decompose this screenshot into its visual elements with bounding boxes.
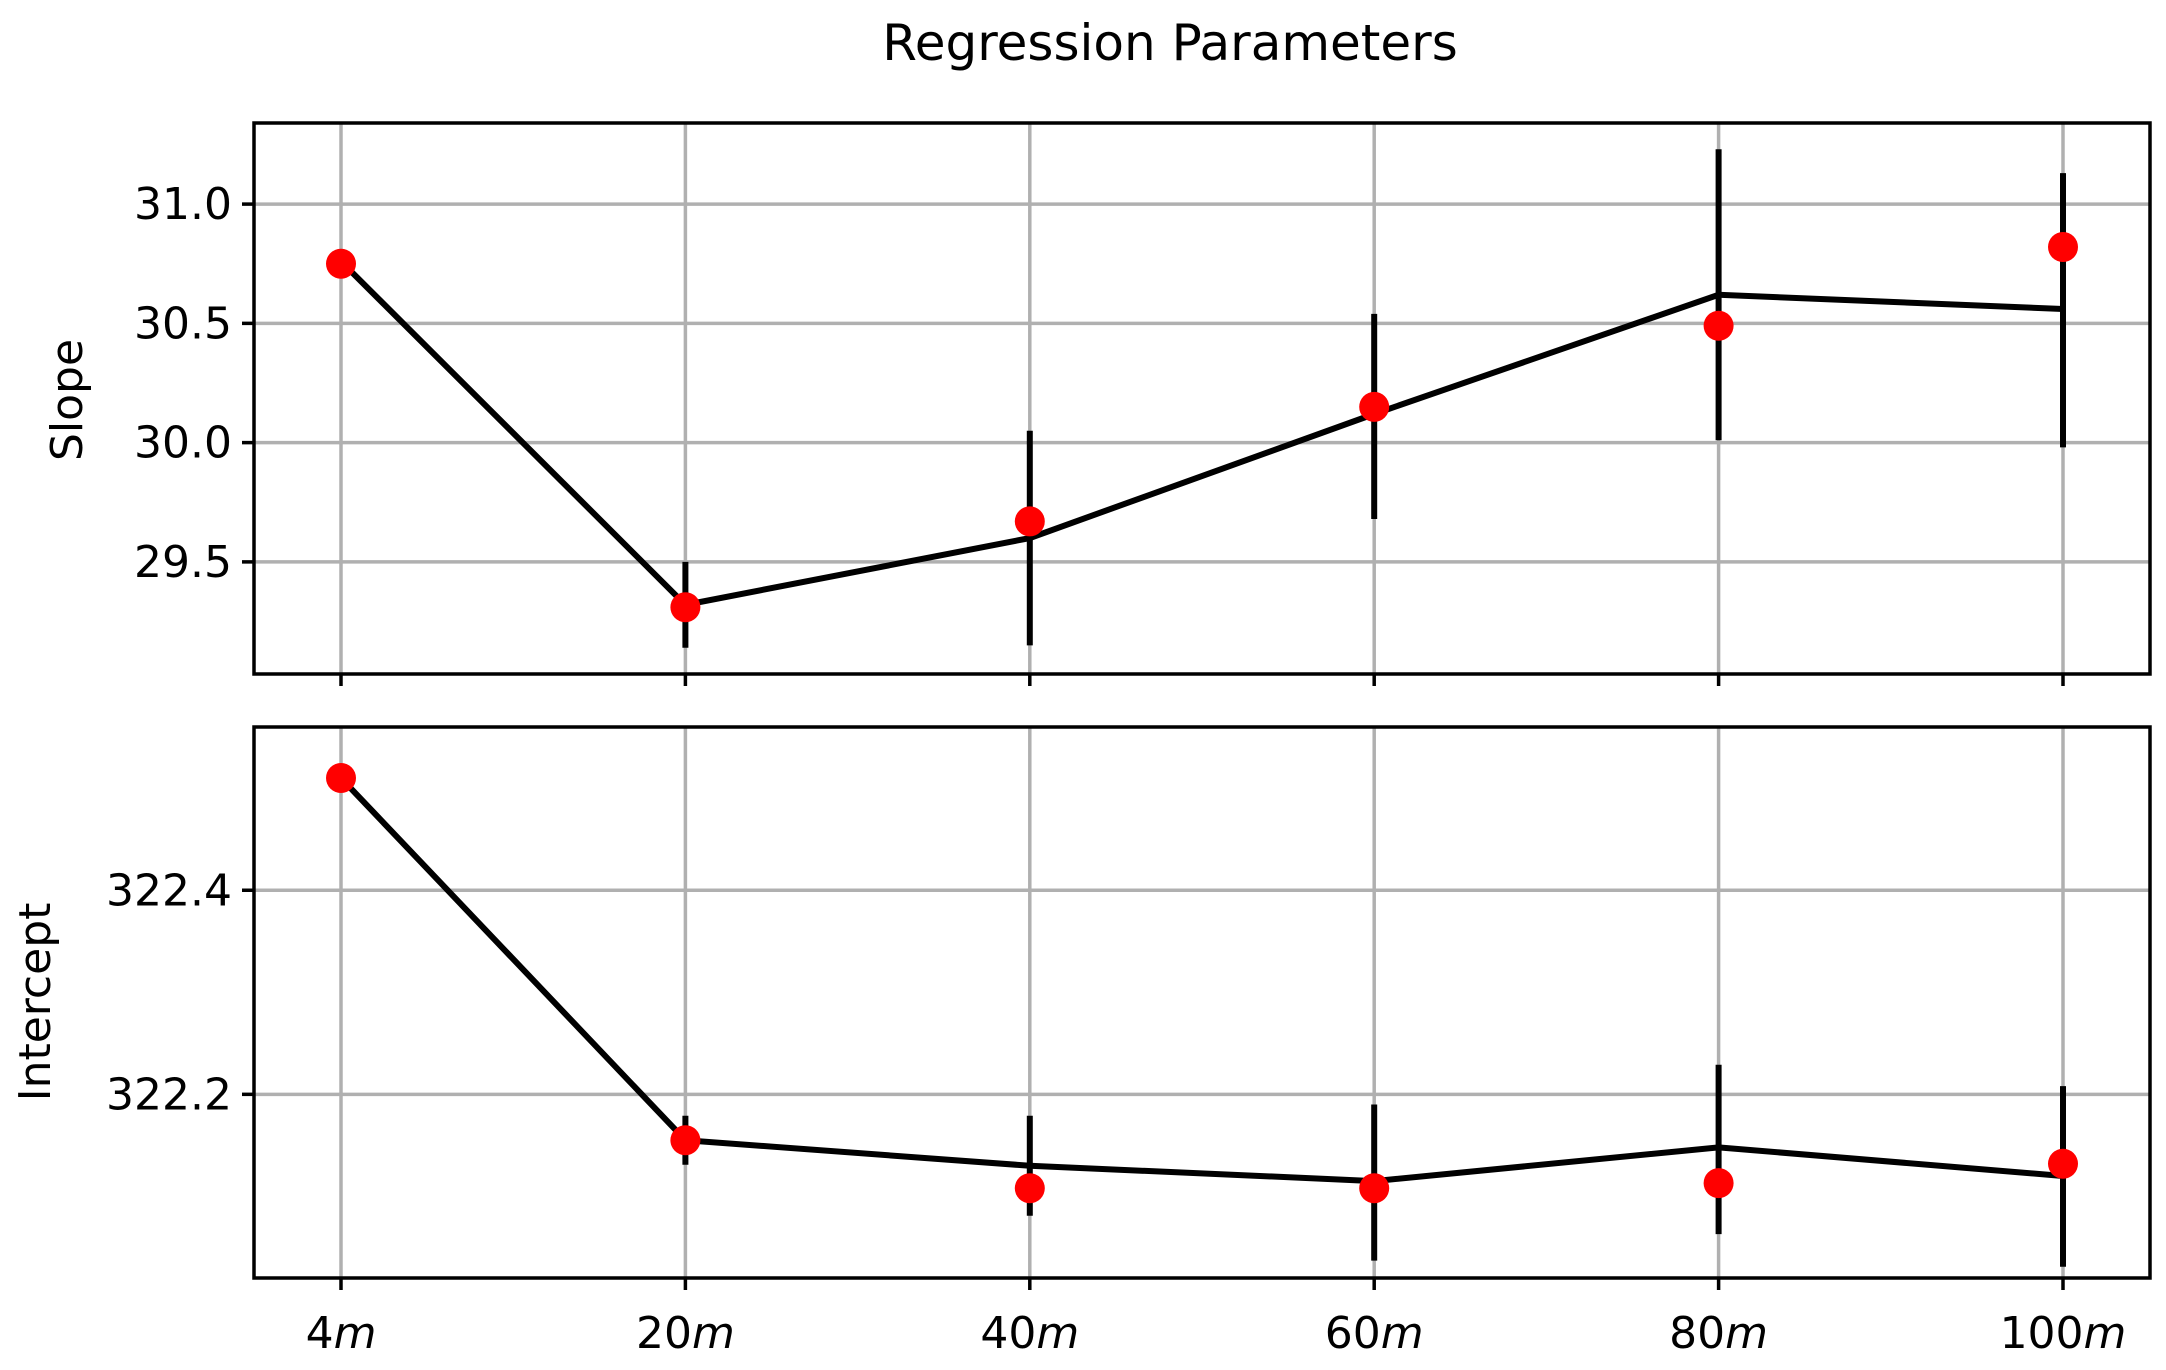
slope-ytick-label: 30.5: [134, 298, 232, 349]
x-axis-tick-labels: 4m 20m 40m 60m 80m 100m: [306, 1308, 2127, 1359]
slope-ytick-label: 29.5: [134, 537, 232, 588]
xtick-label: 20m: [636, 1308, 735, 1359]
slope-panel: 29.5 30.0 30.5 31.0: [134, 121, 2152, 686]
intercept-data-point: [1359, 1173, 1390, 1204]
intercept-panel: 322.2 322.4: [106, 725, 2152, 1290]
intercept-data-point: [1014, 1173, 1045, 1204]
intercept-axis-label: Intercept: [10, 903, 61, 1102]
intercept-fit-line: [338, 775, 2064, 1185]
slope-ytick-label: 30.0: [134, 418, 232, 469]
slope-data-point: [326, 248, 356, 279]
chart-title: Regression Parameters: [882, 14, 1458, 72]
slope-ytick-label: 31.0: [134, 179, 232, 230]
slope-axis-label: Slope: [42, 339, 93, 461]
intercept-data-point: [670, 1125, 701, 1156]
intercept-data-point: [2048, 1148, 2078, 1179]
slope-axes-frame: [252, 121, 2152, 676]
slope-fit-line: [338, 259, 2064, 609]
xtick-label: 80m: [1669, 1308, 1768, 1359]
intercept-axes-frame: [252, 725, 2152, 1280]
slope-data-point: [1359, 391, 1390, 422]
slope-data-point: [1703, 310, 1734, 341]
slope-data-point: [2048, 232, 2078, 263]
xtick-label: 40m: [980, 1308, 1079, 1359]
xtick-label: 100m: [2000, 1308, 2127, 1359]
xtick-label: 60m: [1325, 1308, 1424, 1359]
intercept-data-point: [1703, 1168, 1734, 1199]
slope-data-point: [1014, 506, 1045, 537]
slope-data-point: [670, 592, 701, 623]
intercept-ytick-label: 322.4: [106, 865, 232, 916]
intercept-ytick-label: 322.2: [106, 1069, 232, 1120]
xtick-label: 4m: [306, 1308, 377, 1359]
intercept-data-point: [326, 763, 356, 794]
